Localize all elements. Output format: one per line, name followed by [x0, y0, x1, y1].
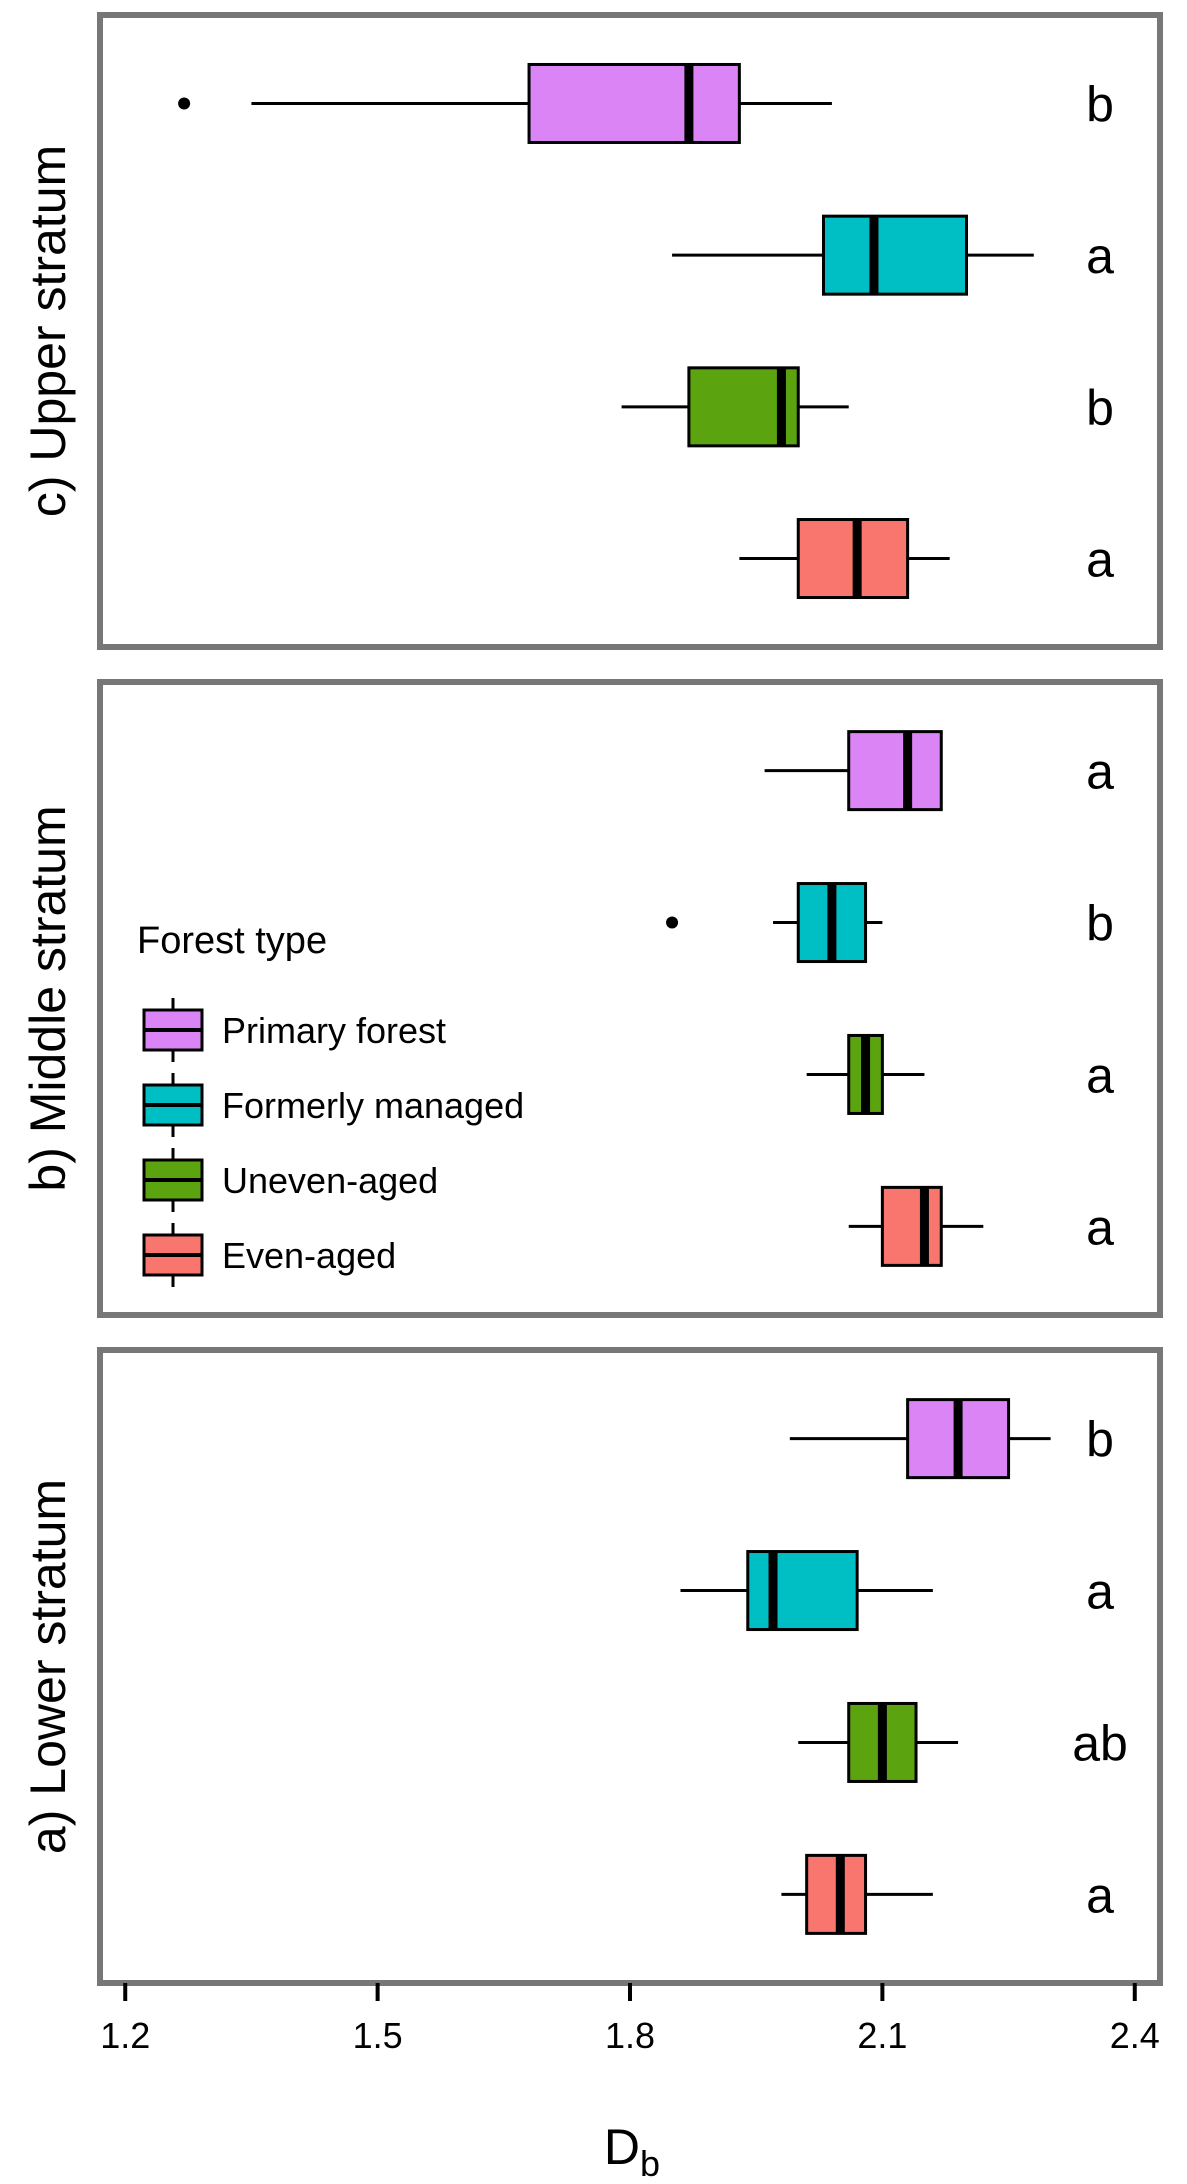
box-formerly-managed: b — [666, 884, 1114, 962]
legend-item: Primary forest — [144, 998, 446, 1062]
box-formerly-managed: a — [672, 216, 1114, 294]
legend-label: Primary forest — [222, 1010, 446, 1051]
panel-a: a) Lower stratum b a ab a — [20, 1350, 1160, 1983]
panel-b: b) Middle stratum a b a a — [20, 682, 1160, 1315]
outlier-point — [178, 97, 190, 109]
x-tick-label: 2.4 — [1110, 2015, 1160, 2056]
legend-title: Forest type — [137, 920, 327, 962]
legend: Forest type Primary forest Formerly manage… — [137, 920, 524, 1287]
box-formerly-managed: a — [680, 1552, 1114, 1630]
x-axis-label-main: D — [604, 2119, 640, 2175]
significance-letter: b — [1086, 1412, 1114, 1468]
significance-letter: a — [1086, 1047, 1114, 1103]
iqr-box — [849, 732, 942, 810]
significance-letter: a — [1086, 1564, 1114, 1620]
outlier-point — [666, 917, 678, 929]
box-primary-forest: b — [790, 1400, 1114, 1478]
legend-item: Even-aged — [144, 1223, 396, 1287]
x-axis-label: Db — [604, 2119, 660, 2184]
significance-letter: a — [1086, 532, 1114, 588]
box-uneven-aged: b — [622, 368, 1114, 446]
box-uneven-aged: a — [807, 1035, 1114, 1113]
iqr-box — [529, 64, 739, 142]
panel-title: c) Upper stratum — [20, 145, 76, 517]
legend-label: Uneven-aged — [222, 1160, 438, 1201]
panel-c: c) Upper stratum b a b a — [20, 15, 1160, 647]
significance-letter: a — [1086, 1867, 1114, 1923]
panel-title: b) Middle stratum — [20, 805, 76, 1191]
legend-item: Formerly managed — [144, 1073, 524, 1137]
iqr-box — [882, 1187, 941, 1265]
significance-letter: b — [1086, 380, 1114, 436]
x-tick-label: 2.1 — [857, 2015, 907, 2056]
x-axis: 1.2 1.5 1.8 2.1 2.4 Db — [100, 1983, 1160, 2184]
x-tick-label: 1.8 — [605, 2015, 655, 2056]
significance-letter: a — [1086, 228, 1114, 284]
significance-letter: a — [1086, 744, 1114, 800]
box-uneven-aged: ab — [798, 1703, 1128, 1781]
significance-letter: b — [1086, 896, 1114, 952]
box-even-aged: a — [781, 1855, 1114, 1933]
legend-label: Even-aged — [222, 1235, 396, 1276]
box-primary-forest: b — [178, 64, 1114, 142]
iqr-box — [748, 1552, 857, 1630]
significance-letter: a — [1086, 1199, 1114, 1255]
x-axis-label-subscript: b — [640, 2143, 660, 2184]
legend-item: Uneven-aged — [144, 1148, 438, 1212]
boxplot-figure: c) Upper stratumbabab) Middle stratumaba… — [0, 0, 1187, 2184]
x-tick-label: 1.2 — [100, 2015, 150, 2056]
panel-title: a) Lower stratum — [20, 1479, 76, 1854]
x-tick-label: 1.5 — [353, 2015, 403, 2056]
box-even-aged: a — [849, 1187, 1114, 1265]
box-even-aged: a — [739, 520, 1114, 598]
panel-frame — [100, 682, 1160, 1315]
significance-letter: b — [1086, 76, 1114, 132]
iqr-box — [823, 216, 966, 294]
legend-label: Formerly managed — [222, 1085, 524, 1126]
box-primary-forest: a — [765, 732, 1114, 810]
significance-letter: ab — [1072, 1715, 1128, 1771]
